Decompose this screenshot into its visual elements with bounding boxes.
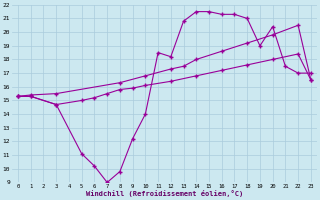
X-axis label: Windchill (Refroidissement éolien,°C): Windchill (Refroidissement éolien,°C) [86,190,243,197]
